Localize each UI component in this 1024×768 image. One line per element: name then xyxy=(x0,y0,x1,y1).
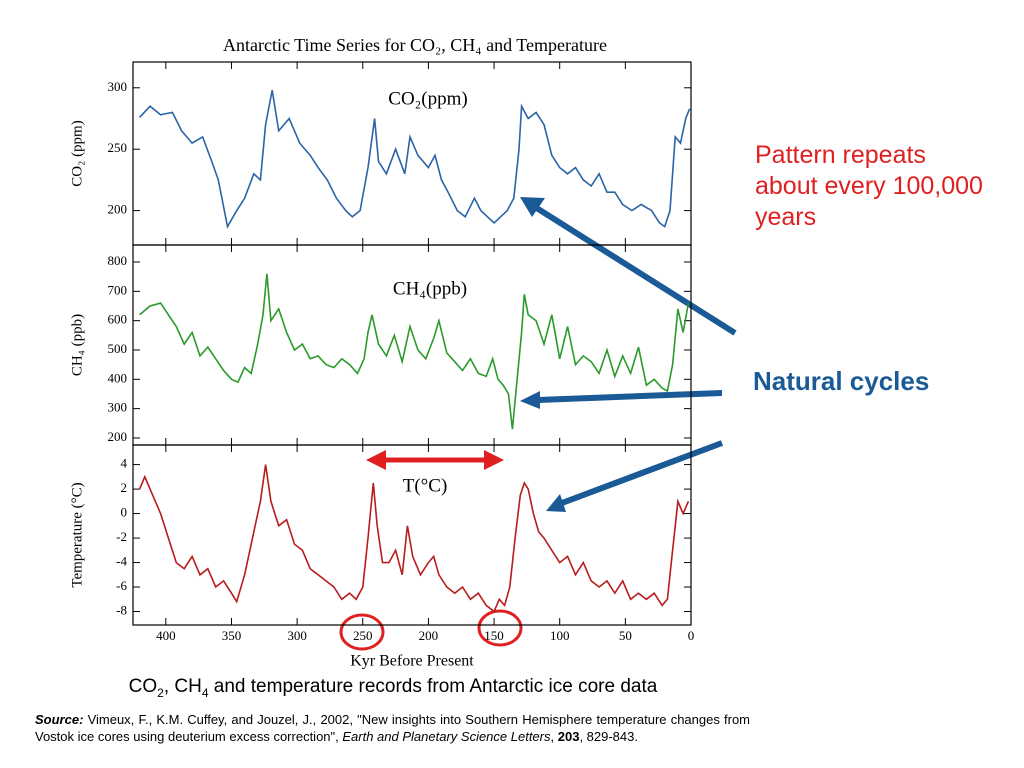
highlight-circle xyxy=(477,609,523,647)
y-axis-label: CO₂ (ppm) xyxy=(69,120,85,186)
caption-sub: 4 xyxy=(201,685,209,700)
arrowhead xyxy=(520,197,545,217)
source-text: , 829-843. xyxy=(579,729,638,744)
y-tick-label: 700 xyxy=(108,282,128,297)
y-tick-label: -2 xyxy=(116,529,127,544)
highlight-circle xyxy=(339,613,385,651)
y-tick-label: 200 xyxy=(108,429,128,444)
y-tick-label: 300 xyxy=(108,79,128,94)
line-series xyxy=(138,464,690,613)
caption: CO2, CH4 and temperature records from An… xyxy=(0,676,786,700)
y-tick-label: -6 xyxy=(116,578,127,593)
caption-sub: 2 xyxy=(157,685,164,700)
x-tick-label: 50 xyxy=(619,628,632,643)
source-volume: 203 xyxy=(557,729,580,744)
annotation: Natural cycles xyxy=(753,366,930,396)
plot-frame xyxy=(132,244,692,446)
source-text: Vimeux, F., K.M. Cuffey, and Jouzel, J.,… xyxy=(35,712,750,744)
x-tick-label: 300 xyxy=(287,628,307,643)
arrowhead xyxy=(520,391,540,409)
series-label: T(°C) xyxy=(403,475,448,496)
y-tick-label: 300 xyxy=(108,400,128,415)
y-tick-label: 2 xyxy=(121,480,128,495)
x-tick-label: 350 xyxy=(222,628,242,643)
source: Source: Vimeux, F., K.M. Cuffey, and Jou… xyxy=(35,711,750,745)
caption-text: , CH xyxy=(163,676,202,697)
x-tick-label: 0 xyxy=(688,628,695,643)
x-tick-label: 250 xyxy=(353,628,373,643)
arrow xyxy=(533,204,737,336)
arrowhead xyxy=(484,450,504,470)
y-tick-label: 4 xyxy=(121,456,128,471)
caption-text: and temperature records from Antarctic i… xyxy=(208,676,658,697)
source-journal: Earth and Planetary Science Letters xyxy=(342,729,551,744)
x-tick-label: 150 xyxy=(484,628,504,643)
y-tick-label: 800 xyxy=(108,253,128,268)
x-tick-label: 400 xyxy=(156,628,176,643)
y-axis-label: Temperature (°C) xyxy=(69,482,85,587)
y-tick-label: 600 xyxy=(108,312,128,327)
y-tick-label: 500 xyxy=(108,341,128,356)
x-axis-label: Kyr Before Present xyxy=(350,653,474,670)
annotation-shapes xyxy=(339,197,737,651)
y-tick-label: -4 xyxy=(116,554,127,569)
series-label: CH₄(ppb) xyxy=(393,278,467,299)
y-tick-label: 250 xyxy=(108,140,128,155)
annotation: Pattern repeats about every 100,000 year… xyxy=(755,141,983,231)
arrow xyxy=(537,390,723,403)
y-tick-label: 0 xyxy=(121,505,128,520)
arrowhead xyxy=(546,494,566,512)
arrowhead xyxy=(366,450,386,470)
series-label: CO₂(ppm) xyxy=(388,88,467,109)
chart-title: Antarctic Time Series for CO₂, CH₄ and T… xyxy=(223,35,607,55)
line-series xyxy=(139,90,691,229)
x-tick-label: 100 xyxy=(550,628,570,643)
x-tick-label: 200 xyxy=(419,628,439,643)
y-tick-label: 400 xyxy=(108,370,128,385)
caption-text: CO xyxy=(128,676,158,697)
line-series xyxy=(139,273,690,430)
plot-frame xyxy=(132,444,692,626)
y-tick-label: -8 xyxy=(116,603,127,618)
y-tick-label: 200 xyxy=(108,202,128,217)
source-label: Source: xyxy=(35,712,84,727)
source-text: , xyxy=(550,729,558,744)
y-axis-label: CH₄ (ppb) xyxy=(69,314,85,376)
arrow xyxy=(560,440,724,506)
